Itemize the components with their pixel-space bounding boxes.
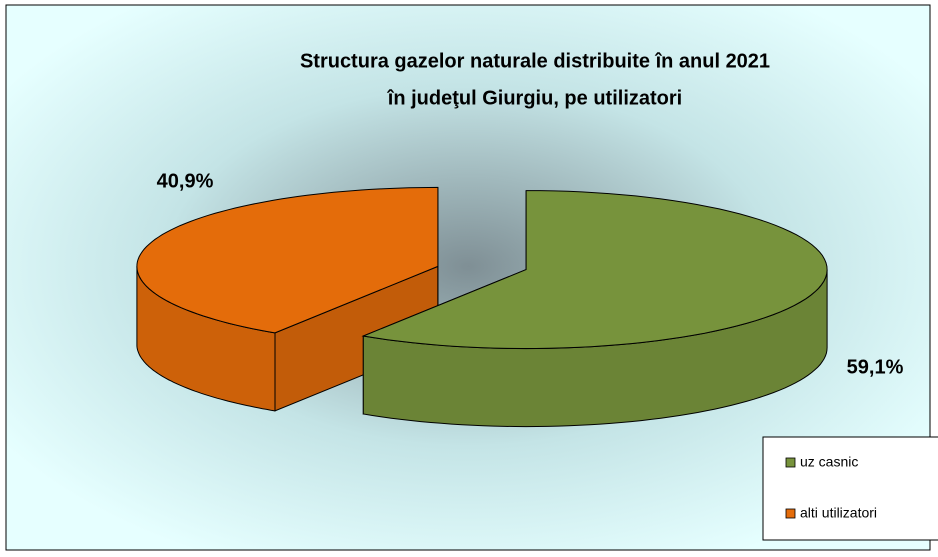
legend-swatch	[785, 457, 796, 468]
data-label: 59,1%	[847, 356, 904, 378]
legend-swatch	[785, 508, 796, 519]
slice	[136, 186, 439, 412]
legend-label: alti utilizatori	[800, 505, 877, 521]
chart-title: Structura gazelor naturale distribuite î…	[300, 50, 770, 72]
slice	[361, 190, 828, 428]
legend: uz casnic alti utilizatori	[785, 454, 877, 521]
legend-box	[762, 436, 938, 541]
data-label: 40,9%	[157, 170, 214, 192]
slice-top	[361, 190, 828, 349]
legend-label: uz casnic	[800, 454, 858, 470]
pie	[136, 186, 828, 428]
chart-title: în judeţul Giurgiu, pe utilizatori	[387, 87, 682, 109]
labels: 40,9% 59,1%	[157, 170, 904, 378]
slice-top	[136, 186, 439, 334]
